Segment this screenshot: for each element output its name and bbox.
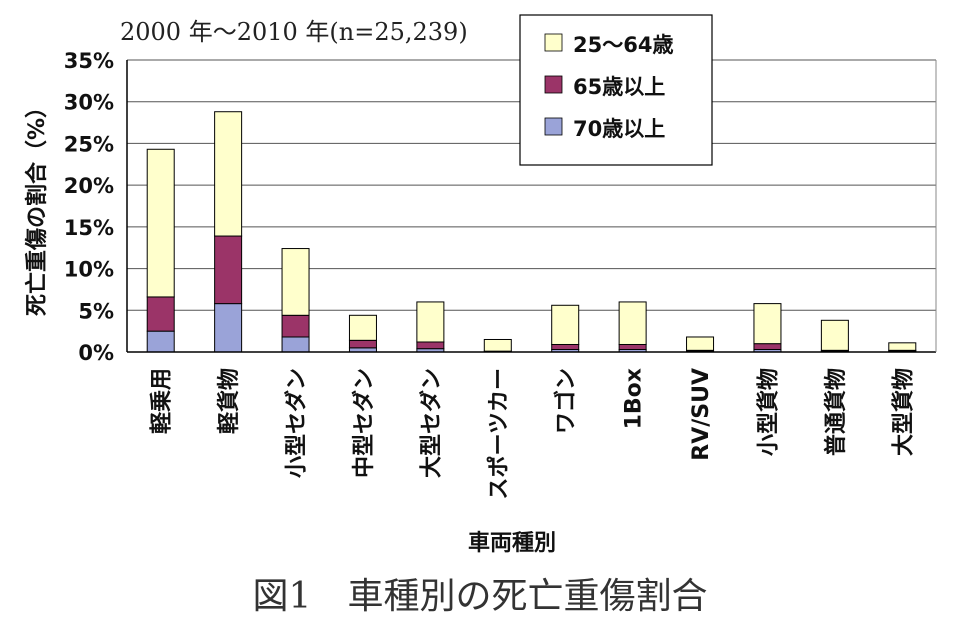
y-tick-label: 35% (64, 49, 114, 73)
bar-segment-3 (888, 342, 917, 351)
x-axis-label: 車両種別 (468, 531, 556, 556)
y-tick-label: 15% (64, 216, 114, 240)
x-tick-label: 小型セダン (284, 368, 310, 478)
bar-segment-3 (348, 314, 377, 341)
legend-swatch-65-plus (544, 75, 563, 94)
bar-segment-3 (820, 319, 849, 351)
y-tick-label: 5% (78, 299, 114, 323)
chart-subtitle: 2000 年〜2010 年(n=25,239) (120, 18, 468, 46)
legend: 25〜64歳 65歳以上 70歳以上 (519, 14, 713, 166)
x-tick-label: 小型貨物 (755, 368, 781, 456)
legend-swatch-25-64 (544, 33, 563, 52)
x-tick-labels: 軽乗用 軽貨物 小型セダン 中型セダン 大型セダン スポーツカー ワゴン 1Box RV/SUV… (149, 368, 917, 500)
y-tick-label: 20% (64, 174, 114, 198)
legend-label-25-64: 25〜64歳 (573, 33, 673, 57)
x-tick-label: 軽貨物 (216, 368, 242, 434)
bar-segment-3 (483, 338, 512, 352)
bar-segment-2 (348, 339, 377, 349)
x-tick-label: 普通貨物 (823, 368, 849, 456)
bar-segment-1 (214, 303, 243, 353)
x-tick-label: 中型セダン (351, 368, 377, 478)
x-tick-label: 大型貨物 (890, 368, 916, 456)
figure-caption: 図1 車種別の死亡重傷割合 (253, 576, 708, 617)
bar-segment-2 (281, 314, 310, 338)
x-tick-label: ワゴン (553, 368, 579, 434)
x-tick-label: スポーツカー (486, 368, 512, 500)
bar-segment-1 (146, 330, 175, 353)
x-tick-label: RV/SUV (689, 368, 714, 461)
bar-segment-3 (146, 148, 175, 298)
axes (126, 60, 937, 353)
bar-segment-3 (753, 303, 782, 345)
y-tick-label: 25% (64, 132, 114, 156)
legend-label-70-plus: 70歳以上 (573, 117, 665, 141)
bar-segment-1 (281, 336, 310, 353)
x-tick-label: 軽乗用 (149, 368, 175, 434)
y-tick-label: 10% (64, 258, 114, 282)
x-tick-label: 大型セダン (418, 368, 444, 478)
y-tick-label: 0% (78, 341, 114, 365)
legend-label-65-plus: 65歳以上 (573, 75, 665, 99)
y-axis-label: 死亡重傷の割合（%） (24, 96, 50, 316)
bar-segment-3 (618, 301, 647, 345)
bar-segment-3 (551, 304, 580, 345)
bar-segment-2 (214, 235, 243, 305)
legend-swatch-70-plus (544, 117, 563, 136)
bar-segment-2 (416, 341, 445, 350)
bar-segment-2 (618, 343, 647, 350)
bar-segment-3 (686, 336, 715, 351)
x-tick-label: 1Box (622, 368, 647, 429)
bar-segment-3 (281, 248, 310, 316)
bar-segment-2 (753, 343, 782, 350)
bar-segment-2 (551, 343, 580, 350)
y-tick-labels: 0% 5% 10% 15% 20% 25% 30% 35% (64, 49, 114, 365)
y-tick-label: 30% (64, 91, 114, 115)
bar-segment-2 (146, 296, 175, 332)
bar-segment-3 (416, 301, 445, 343)
bar-segment-3 (214, 111, 243, 237)
